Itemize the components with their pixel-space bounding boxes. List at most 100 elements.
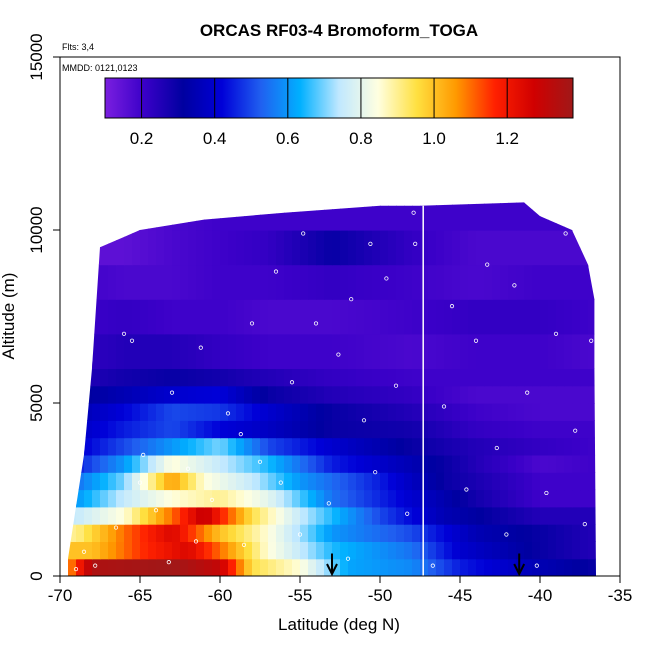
curtain-cell <box>76 437 85 456</box>
curtain-cell <box>476 506 485 525</box>
curtain-cell <box>284 368 293 387</box>
curtain-cell <box>380 420 389 439</box>
sample-point <box>411 210 416 215</box>
curtain-cell <box>228 333 237 369</box>
curtain-cell <box>356 454 365 473</box>
curtain-cell <box>428 230 437 266</box>
curtain-cell <box>340 385 349 404</box>
curtain-cell <box>308 472 317 491</box>
curtain-cell <box>356 333 365 369</box>
curtain-cell <box>260 403 269 421</box>
curtain-cell <box>284 420 293 439</box>
curtain-cell <box>340 420 349 439</box>
curtain-cell <box>540 420 549 439</box>
curtain-cell <box>436 524 445 542</box>
curtain-cell <box>140 368 149 387</box>
curtain-cell <box>252 437 261 456</box>
sample-point <box>589 338 594 343</box>
curtain-cell <box>516 454 525 473</box>
curtain-cell <box>404 541 413 560</box>
curtain-cell <box>508 454 517 473</box>
curtain-cell <box>500 489 509 508</box>
curtain-cell <box>316 541 325 560</box>
curtain-cell <box>300 472 309 491</box>
curtain-cell <box>380 524 389 542</box>
curtain-cell <box>420 541 429 560</box>
curtain-cell <box>212 524 221 542</box>
curtain-cell <box>148 333 157 369</box>
curtain-cell <box>500 420 509 439</box>
date-note: MMDD: 0121,0123 <box>62 63 138 73</box>
curtain-cell <box>460 437 469 456</box>
curtain-cell <box>148 558 157 576</box>
curtain-cell <box>580 454 589 473</box>
curtain-cell <box>484 437 493 456</box>
curtain-cell <box>156 230 165 266</box>
curtain-cell <box>516 524 525 542</box>
curtain-cell <box>92 202 101 231</box>
curtain-cell <box>428 299 437 335</box>
curtain-cell <box>524 524 533 542</box>
curtain-cell <box>348 368 357 387</box>
curtain-cell <box>212 558 221 576</box>
curtain-cell <box>580 558 589 576</box>
curtain-cell <box>348 385 357 404</box>
curtain-cell <box>140 541 149 560</box>
arrow-head <box>326 563 338 577</box>
curtain-cell <box>244 385 253 404</box>
curtain-cell <box>236 524 245 542</box>
curtain-cell <box>476 385 485 404</box>
curtain-cell <box>316 299 325 335</box>
curtain-cell <box>364 524 373 542</box>
curtain-cell <box>548 264 557 300</box>
curtain-cell <box>300 368 309 387</box>
curtain-cell <box>284 202 293 231</box>
curtain-cell <box>292 524 301 542</box>
colorbar-tick-label: 0.6 <box>276 129 300 148</box>
curtain-cell <box>364 368 373 387</box>
curtain-cell <box>316 385 325 404</box>
curtain-cell <box>492 299 501 335</box>
curtain-cell <box>572 333 581 369</box>
curtain-cell <box>100 385 109 404</box>
curtain-cell <box>516 489 525 508</box>
curtain-cell <box>212 437 221 456</box>
curtain-cell <box>196 333 205 369</box>
curtain-cell <box>332 437 341 456</box>
curtain-cell <box>468 202 477 231</box>
curtain-cell <box>132 437 141 456</box>
curtain-cell <box>116 472 125 491</box>
curtain-cell <box>452 202 461 231</box>
curtain-cell <box>188 489 197 508</box>
curtain-cell <box>356 506 365 525</box>
curtain-cell <box>68 403 77 421</box>
sample-point <box>278 480 283 485</box>
curtain-cell <box>308 202 317 231</box>
curtain-cell <box>388 472 397 491</box>
curtain-cell <box>244 489 253 508</box>
curtain-cell <box>236 230 245 266</box>
curtain-cell <box>540 506 549 525</box>
curtain-cell <box>572 472 581 491</box>
curtain-cell <box>548 202 557 231</box>
curtain-cell <box>164 368 173 387</box>
curtain-cell <box>204 264 213 300</box>
curtain-cell <box>260 558 269 576</box>
curtain-cell <box>348 420 357 439</box>
curtain-cell <box>84 454 93 473</box>
curtain-cell <box>564 558 573 576</box>
curtain-cell <box>380 506 389 525</box>
curtain-cell <box>516 385 525 404</box>
curtain-cell <box>508 541 517 560</box>
curtain-cell <box>100 299 109 335</box>
curtain-cell <box>340 489 349 508</box>
curtain-cell <box>292 264 301 300</box>
curtain-cell <box>396 489 405 508</box>
curtain-cell <box>332 299 341 335</box>
curtain-cell <box>84 299 93 335</box>
x-tick-label: -45 <box>448 586 473 605</box>
curtain-cell <box>124 558 133 576</box>
curtain-cell <box>164 541 173 560</box>
sample-point <box>534 563 539 568</box>
curtain-cell <box>100 524 109 542</box>
